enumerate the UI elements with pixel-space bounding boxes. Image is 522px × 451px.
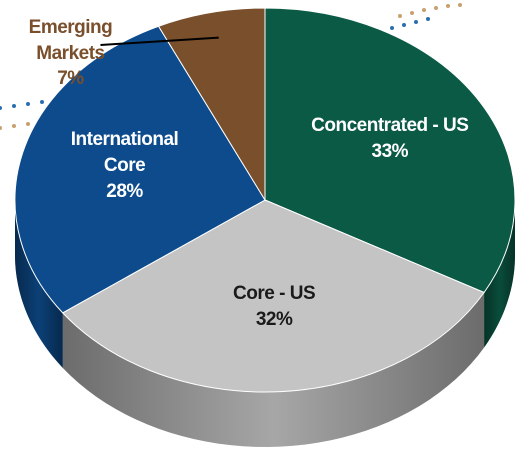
slice bbox=[264, 7, 516, 294]
value-label: 32% bbox=[255, 308, 293, 330]
category-label: Concentrated - US bbox=[311, 115, 469, 137]
slice-side-shade bbox=[484, 200, 515, 348]
slice-label: International Core 28% bbox=[60, 127, 190, 204]
category-label: Core - US bbox=[233, 283, 316, 305]
category-label: International Core bbox=[70, 129, 179, 176]
slice bbox=[157, 7, 266, 202]
slice-label: Emerging Markets 7% bbox=[5, 15, 135, 92]
slice-label: Concentrated - US 33% bbox=[290, 113, 490, 164]
slice bbox=[14, 25, 266, 314]
leader-line bbox=[100, 36, 219, 46]
slice-side-shade bbox=[15, 200, 63, 368]
value-label: 33% bbox=[371, 140, 409, 162]
slice-side-shade bbox=[62, 292, 485, 447]
value-label: 28% bbox=[106, 180, 143, 202]
value-label: 7% bbox=[57, 68, 84, 90]
category-label: Emerging Markets bbox=[28, 17, 113, 64]
slice-label: Core - US 32% bbox=[174, 281, 374, 332]
slice bbox=[61, 199, 485, 393]
